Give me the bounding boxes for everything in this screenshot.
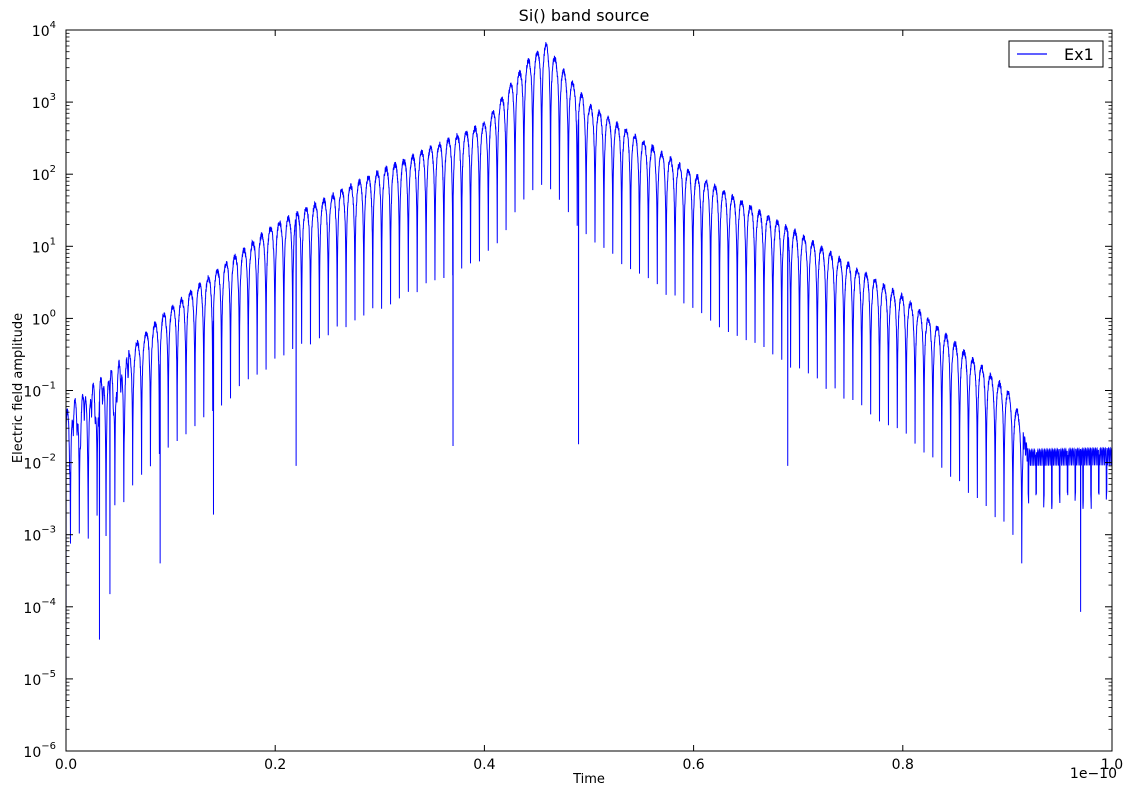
y-tick-label: 10−5 [23, 669, 56, 689]
x-tick-label: 1.0 [1101, 757, 1123, 773]
y-tick-label: 10−4 [23, 597, 56, 617]
x-tick-label: 0.8 [892, 757, 914, 773]
x-tick-label: 0.4 [473, 757, 495, 773]
legend: Ex1 [1008, 40, 1104, 68]
y-tick-label: 10−2 [23, 453, 56, 473]
y-tick-label: 104 [32, 20, 56, 40]
series-line-ex1 [65, 42, 1113, 752]
x-axis-label: Time [572, 772, 605, 787]
y-tick-label: 103 [32, 92, 56, 112]
chart-title: Si() band source [519, 6, 650, 25]
y-tick-label: 10−6 [23, 741, 56, 761]
y-tick-label: 10−3 [23, 525, 56, 545]
x-offset-label: 1e−10 [1070, 766, 1117, 782]
y-tick-label: 101 [32, 236, 56, 256]
legend-label-ex1: Ex1 [1064, 45, 1094, 64]
y-tick-label: 102 [32, 164, 56, 184]
plot-frame [65, 29, 1113, 752]
x-tick-label: 0.0 [55, 757, 77, 773]
x-tick-label: 0.6 [682, 757, 704, 773]
x-tick-label: 0.2 [264, 757, 286, 773]
plot-area [65, 42, 1113, 752]
tick-labels: 0.0 0.2 0.4 0.6 0.8 1.0 10−6 10−5 10−4 10−3 10−2 10… [23, 20, 1123, 773]
y-tick-label: 10−1 [23, 381, 56, 401]
y-axis-label: Electric field amplitude [11, 313, 26, 463]
y-tick-label: 100 [32, 308, 56, 328]
axes [65, 29, 1113, 752]
